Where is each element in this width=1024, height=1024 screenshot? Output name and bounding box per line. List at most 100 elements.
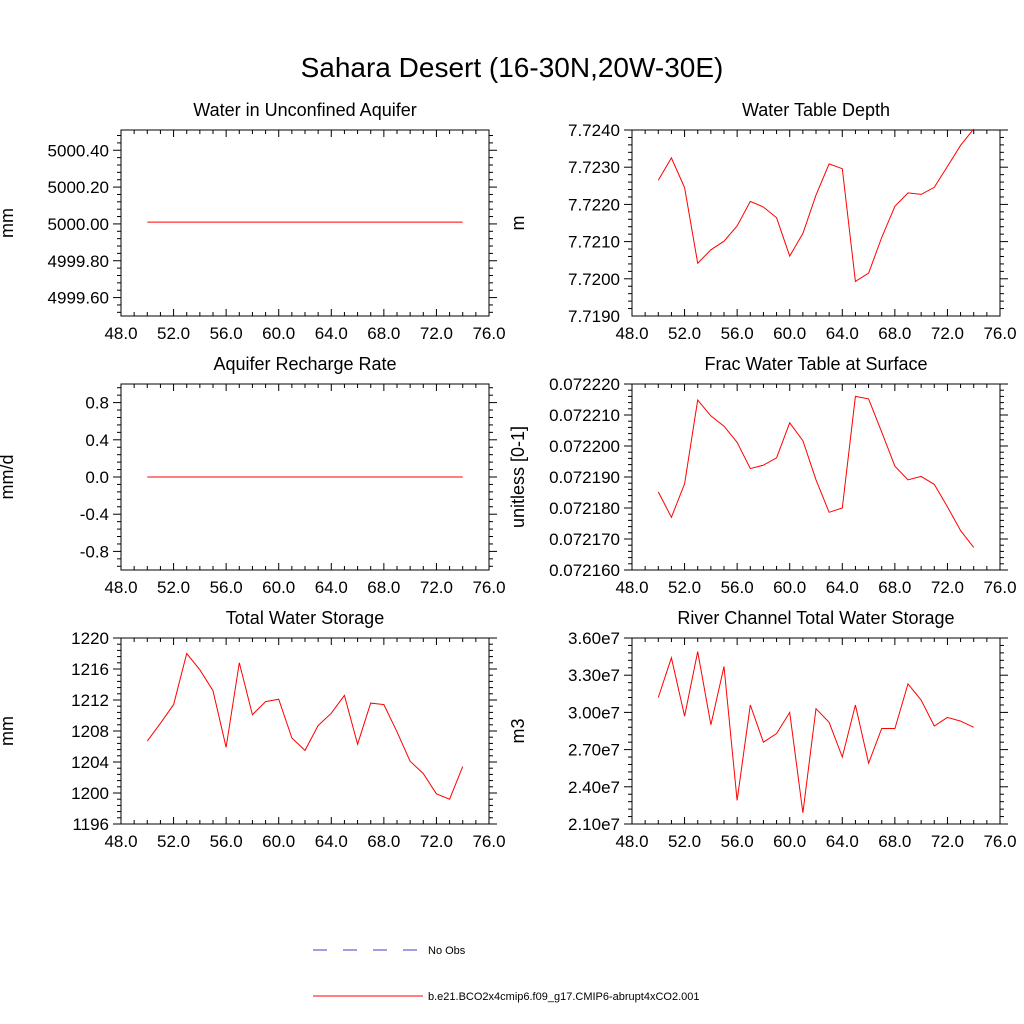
chart-panel-5: Total Water Storage mm 48.0 52.0 56.0 60.0 64.… <box>0 608 506 851</box>
y-tick-label: -0.4 <box>80 505 109 524</box>
y-tick-label: 1200 <box>71 784 109 803</box>
x-tick-label: 72.0 <box>931 578 964 597</box>
y-tick-label: 5000.20 <box>48 178 109 197</box>
legend: No Obs b.e21.BCO2x4cmip6.f09_g17.CMIP6-a… <box>313 945 700 1003</box>
x-tick-label: 48.0 <box>615 832 648 851</box>
panel-title: Water Table Depth <box>742 100 890 120</box>
y-tick-label: 0.4 <box>85 431 109 450</box>
x-tick-label: 76.0 <box>983 578 1016 597</box>
x-tick-label: 72.0 <box>931 324 964 343</box>
y-tick-label: 4999.60 <box>48 289 109 308</box>
x-tick-label: 48.0 <box>104 324 137 343</box>
x-tick-label: 56.0 <box>210 324 243 343</box>
plot-frame <box>631 383 1001 571</box>
series-line <box>657 395 975 548</box>
y-tick-label: 2.70e7 <box>568 741 620 760</box>
x-tick-label: 52.0 <box>668 578 701 597</box>
chart-panel-4: Frac Water Table at Surface unitless [0-1… <box>508 354 1017 597</box>
y-tick-label: 1208 <box>71 722 109 741</box>
x-tick-label: 72.0 <box>931 832 964 851</box>
y-tick-label: 1196 <box>72 815 109 834</box>
series-line <box>657 128 975 283</box>
y-axis-label: mm/d <box>0 455 17 500</box>
x-tick-label: 60.0 <box>773 832 806 851</box>
chart-title: Sahara Desert (16-30N,20W-30E) <box>300 52 724 83</box>
x-tick-label: 56.0 <box>721 578 754 597</box>
x-tick-label: 64.0 <box>826 324 859 343</box>
x-tick-label: 76.0 <box>472 578 505 597</box>
x-tick-label: 76.0 <box>472 324 505 343</box>
x-tick-label: 64.0 <box>826 832 859 851</box>
x-tick-label: 56.0 <box>210 832 243 851</box>
x-tick-label: 60.0 <box>773 578 806 597</box>
x-tick-label: 48.0 <box>615 324 648 343</box>
y-axis-label: unitless [0-1] <box>508 426 528 528</box>
x-tick-label: 60.0 <box>262 832 295 851</box>
x-tick-label: 76.0 <box>472 832 505 851</box>
y-tick-label: -0.8 <box>80 542 109 561</box>
panel-title: Frac Water Table at Surface <box>704 354 927 374</box>
y-axis-label: m <box>508 216 528 231</box>
y-tick-label: 7.7230 <box>568 158 620 177</box>
x-tick-label: 52.0 <box>668 832 701 851</box>
y-tick-label: 0.0 <box>85 468 109 487</box>
x-tick-label: 56.0 <box>210 578 243 597</box>
y-tick-label: 7.7200 <box>568 270 620 289</box>
y-tick-label: 1220 <box>71 629 109 648</box>
panel-title: River Channel Total Water Storage <box>677 608 954 628</box>
x-tick-label: 52.0 <box>157 324 190 343</box>
plot-frame <box>631 129 1001 317</box>
plot-frame <box>631 637 1001 825</box>
x-tick-label: 64.0 <box>826 578 859 597</box>
y-tick-label: 7.7240 <box>568 121 620 140</box>
y-tick-label: 3.00e7 <box>568 703 620 722</box>
y-tick-label: 0.072160 <box>549 561 620 580</box>
y-tick-label: 0.072180 <box>549 499 620 518</box>
panel-title: Aquifer Recharge Rate <box>213 354 396 374</box>
x-tick-label: 52.0 <box>157 832 190 851</box>
y-tick-label: 0.072170 <box>549 530 620 549</box>
y-tick-label: 7.7220 <box>568 195 620 214</box>
x-tick-label: 52.0 <box>157 578 190 597</box>
chart-panel-2: Water Table Depth m 48.0 52.0 56.0 60.0 64.0 68… <box>508 100 1017 343</box>
x-tick-label: 48.0 <box>104 832 137 851</box>
x-tick-label: 68.0 <box>367 324 400 343</box>
y-axis-label: mm <box>0 716 17 746</box>
panel-title: Total Water Storage <box>226 608 384 628</box>
legend-label-no-obs: No Obs <box>428 945 466 957</box>
x-tick-label: 72.0 <box>420 324 453 343</box>
x-tick-label: 52.0 <box>668 324 701 343</box>
y-axis-label: mm <box>0 208 17 238</box>
y-tick-label: 0.072220 <box>549 375 620 394</box>
x-tick-label: 48.0 <box>615 578 648 597</box>
x-tick-label: 56.0 <box>721 324 754 343</box>
chart-panel-6: River Channel Total Water Storage m3 48.0 5… <box>508 608 1017 851</box>
x-tick-label: 56.0 <box>721 832 754 851</box>
y-tick-label: 0.072200 <box>549 437 620 456</box>
y-tick-label: 2.40e7 <box>568 778 620 797</box>
y-tick-label: 0.072210 <box>549 406 620 425</box>
x-tick-label: 72.0 <box>420 578 453 597</box>
y-tick-label: 2.10e7 <box>568 815 620 834</box>
x-tick-label: 68.0 <box>878 832 911 851</box>
x-tick-label: 64.0 <box>315 578 348 597</box>
x-tick-label: 68.0 <box>878 578 911 597</box>
panel-title: Water in Unconfined Aquifer <box>193 100 416 120</box>
y-tick-label: 3.60e7 <box>568 629 620 648</box>
plot-frame <box>120 637 490 825</box>
y-tick-label: 3.30e7 <box>568 666 620 685</box>
x-tick-label: 60.0 <box>262 324 295 343</box>
series-line <box>146 652 464 800</box>
legend-label-model-run: b.e21.BCO2x4cmip6.f09_g17.CMIP6-abrupt4x… <box>428 991 700 1003</box>
y-tick-label: 5000.00 <box>48 215 109 234</box>
chart-panel-3: Aquifer Recharge Rate mm/d 48.0 52.0 56.0 60.… <box>0 354 506 597</box>
plot-frame <box>120 129 490 317</box>
x-tick-label: 68.0 <box>367 832 400 851</box>
y-tick-label: 5000.40 <box>48 141 109 160</box>
y-tick-label: 1212 <box>71 691 109 710</box>
x-tick-label: 76.0 <box>983 324 1016 343</box>
y-tick-label: 4999.80 <box>48 252 109 271</box>
x-tick-label: 64.0 <box>315 832 348 851</box>
x-tick-label: 72.0 <box>420 832 453 851</box>
series-line <box>657 651 974 813</box>
